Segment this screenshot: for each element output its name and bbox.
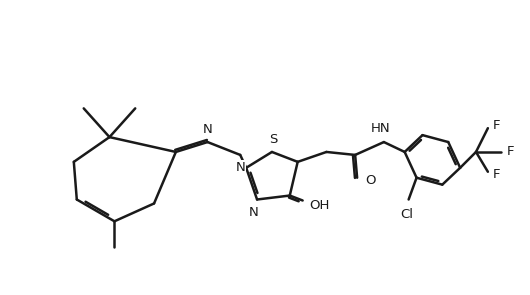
Text: F: F	[493, 119, 500, 132]
Text: S: S	[269, 133, 277, 146]
Text: Cl: Cl	[400, 209, 413, 222]
Text: N: N	[249, 206, 259, 219]
Text: N: N	[235, 161, 245, 174]
Text: F: F	[507, 145, 514, 158]
Text: O: O	[365, 174, 376, 187]
Text: OH: OH	[310, 199, 330, 212]
Text: HN: HN	[371, 122, 391, 135]
Text: N: N	[202, 123, 213, 136]
Text: F: F	[493, 168, 500, 181]
